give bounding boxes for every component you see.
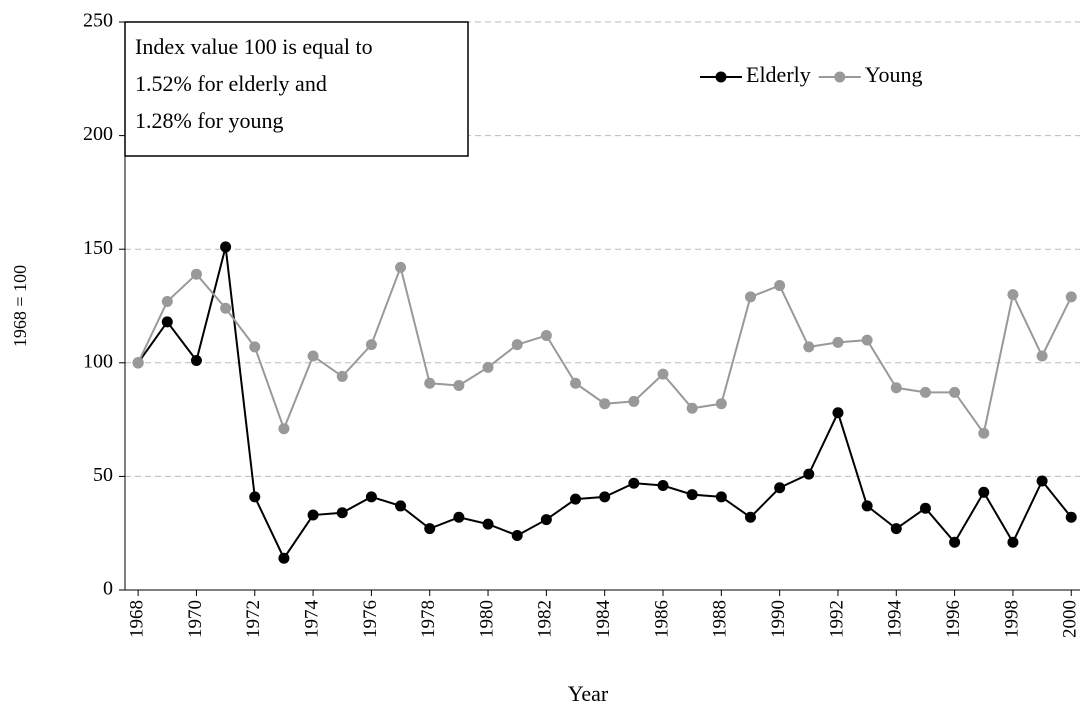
data-point <box>832 407 844 419</box>
data-point <box>832 336 844 348</box>
data-point <box>249 341 261 353</box>
data-point <box>307 350 319 362</box>
annotation-text: 1.28% for young <box>135 108 283 133</box>
x-tick-label: 1978 <box>418 600 439 638</box>
x-tick-label: 1976 <box>360 600 381 638</box>
y-tick-label: 250 <box>83 10 113 32</box>
data-point <box>599 398 611 410</box>
x-tick-label: 1984 <box>593 600 614 639</box>
data-point <box>249 491 261 503</box>
data-point <box>540 514 552 526</box>
data-point <box>861 334 873 346</box>
data-point <box>190 268 202 280</box>
x-tick-label: 1972 <box>243 600 264 638</box>
data-point <box>861 500 873 512</box>
data-point <box>453 380 465 392</box>
data-point <box>919 502 931 514</box>
x-tick-label: 1970 <box>185 600 206 638</box>
data-point <box>978 427 990 439</box>
x-tick-label: 1998 <box>1001 600 1022 638</box>
data-point <box>978 486 990 498</box>
x-tick-label: 2000 <box>1060 600 1081 638</box>
x-tick-label: 1988 <box>710 600 731 638</box>
data-point <box>395 261 407 273</box>
data-point <box>919 386 931 398</box>
data-point <box>570 377 582 389</box>
annotation-text: Index value 100 is equal to <box>135 34 373 59</box>
data-point <box>744 291 756 303</box>
data-point <box>949 536 961 548</box>
data-point <box>715 491 727 503</box>
y-tick-label: 200 <box>83 123 113 145</box>
y-tick-label: 150 <box>83 237 113 259</box>
y-tick-label: 100 <box>83 350 113 372</box>
data-point <box>278 552 290 564</box>
data-point <box>715 398 727 410</box>
x-tick-label: 1982 <box>535 600 556 638</box>
x-tick-label: 1996 <box>943 600 964 638</box>
data-point <box>220 241 232 253</box>
data-point <box>1007 289 1019 301</box>
legend-marker <box>834 71 846 83</box>
data-point <box>657 368 669 380</box>
x-tick-label: 1990 <box>768 600 789 638</box>
data-point <box>511 339 523 351</box>
data-point <box>890 382 902 394</box>
x-tick-label: 1974 <box>301 600 322 639</box>
annotation-text: 1.52% for elderly and <box>135 71 327 96</box>
data-point <box>774 280 786 292</box>
data-point <box>686 402 698 414</box>
data-point <box>511 529 523 541</box>
data-point <box>424 523 436 535</box>
data-point <box>132 357 144 369</box>
data-point <box>307 509 319 521</box>
data-point <box>190 355 202 367</box>
y-tick-label: 50 <box>93 464 113 486</box>
data-point <box>482 518 494 530</box>
legend-label: Elderly <box>746 62 811 87</box>
data-point <box>1065 291 1077 303</box>
x-tick-label: 1986 <box>651 600 672 638</box>
data-point <box>890 523 902 535</box>
x-axis-label: Year <box>568 681 609 706</box>
data-point <box>395 500 407 512</box>
data-point <box>774 482 786 494</box>
data-point <box>949 386 961 398</box>
data-point <box>803 468 815 480</box>
data-point <box>220 302 232 314</box>
y-tick-label: 0 <box>103 578 113 600</box>
data-point <box>336 370 348 382</box>
data-point <box>336 507 348 519</box>
data-point <box>540 330 552 342</box>
data-point <box>686 489 698 501</box>
x-tick-label: 1980 <box>476 600 497 638</box>
data-point <box>744 511 756 523</box>
data-point <box>1036 475 1048 487</box>
x-tick-label: 1994 <box>885 600 906 639</box>
data-point <box>161 295 173 307</box>
data-point <box>1065 511 1077 523</box>
data-point <box>365 339 377 351</box>
data-point <box>599 491 611 503</box>
data-point <box>161 316 173 328</box>
legend-marker <box>715 71 727 83</box>
data-point <box>278 423 290 435</box>
data-point <box>628 395 640 407</box>
data-point <box>482 361 494 373</box>
data-point <box>803 341 815 353</box>
legend-label: Young <box>865 62 923 87</box>
data-point <box>657 479 669 491</box>
x-tick-label: 1968 <box>126 600 147 638</box>
data-point <box>424 377 436 389</box>
x-tick-label: 1992 <box>826 600 847 638</box>
data-point <box>628 477 640 489</box>
y-axis-label: 1968 = 100 <box>10 265 30 347</box>
data-point <box>365 491 377 503</box>
data-point <box>1007 536 1019 548</box>
annotation-box <box>124 21 469 157</box>
data-point <box>453 511 465 523</box>
data-point <box>570 493 582 505</box>
data-point <box>1036 350 1048 362</box>
